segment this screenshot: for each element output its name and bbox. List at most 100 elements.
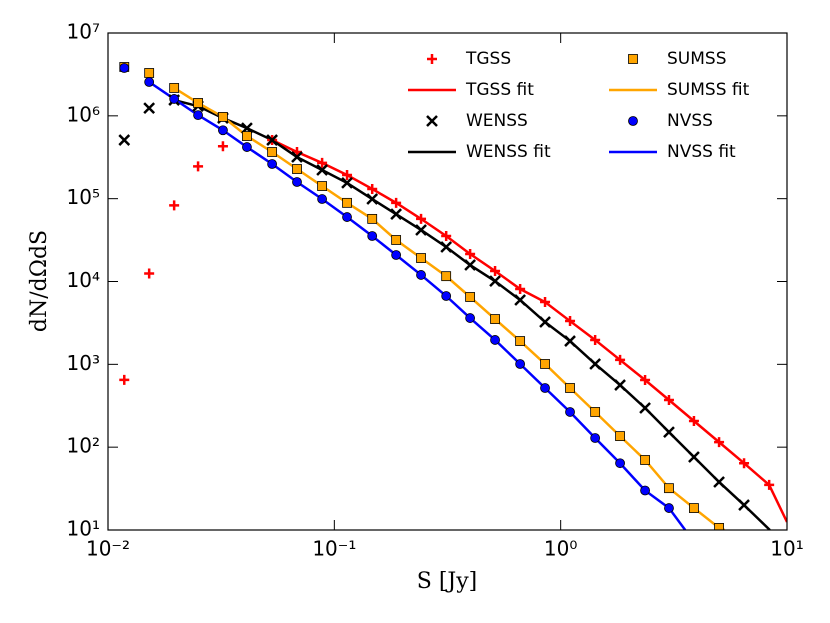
wenss-marker <box>688 451 700 463</box>
tgss-marker <box>317 157 328 168</box>
wenss-marker <box>713 476 725 488</box>
plot-layer <box>118 62 787 530</box>
sumss-marker <box>317 181 328 191</box>
tgss-marker <box>565 316 576 327</box>
nvss-marker <box>317 194 328 204</box>
wenss-marker <box>366 193 379 205</box>
nvss-marker <box>342 212 352 222</box>
y-tick-label: 10¹ <box>67 517 100 541</box>
legend-label: SUMSS <box>667 49 726 69</box>
tgss-marker <box>367 183 378 194</box>
tgss-marker <box>169 200 180 211</box>
y-tick-label: 10² <box>67 434 100 458</box>
tgss-marker <box>739 458 750 469</box>
wenss-marker <box>614 379 626 391</box>
nvss-marker <box>515 359 526 369</box>
sumss-marker <box>416 253 426 263</box>
sumss-marker <box>391 235 402 245</box>
tgss-marker <box>540 297 551 308</box>
wenss-marker <box>589 358 602 370</box>
tgss-marker <box>490 265 501 276</box>
wenss-marker <box>440 241 453 253</box>
tgss-marker <box>217 141 228 152</box>
wenss-marker <box>390 208 403 221</box>
sumss-marker <box>267 147 278 157</box>
tgss-marker <box>688 415 699 426</box>
legend-label: WENSS fit <box>466 142 551 162</box>
x-tick-label: 10⁰ <box>544 537 577 561</box>
sumss-marker <box>292 164 302 174</box>
tgss-marker <box>391 197 402 208</box>
wenss-marker <box>143 102 156 114</box>
x-tick-label: 10⁻² <box>86 537 130 561</box>
nvss-marker <box>218 125 228 136</box>
y-tick-label: 10⁷ <box>67 20 100 44</box>
sumss-marker <box>144 68 155 78</box>
legend-marker <box>427 54 437 64</box>
tgss-marker <box>714 437 725 448</box>
nvss-marker <box>292 177 302 187</box>
tgss-marker <box>515 284 526 295</box>
nvss-marker <box>664 503 674 513</box>
tgss-marker <box>615 354 626 365</box>
tgss-marker <box>640 374 651 385</box>
legend-marker <box>426 115 438 127</box>
legend-label: NVSS fit <box>667 142 736 162</box>
nvss-marker <box>416 270 426 280</box>
sumss-marker <box>565 383 575 393</box>
plot-area <box>108 33 787 530</box>
sumss-marker <box>590 407 601 417</box>
axes-frame <box>107 32 788 531</box>
nvss-marker <box>144 77 155 87</box>
legend-label: WENSS <box>466 111 528 131</box>
y-tick-label: 10³ <box>67 351 100 375</box>
nvss-marker <box>540 383 550 393</box>
tgss-marker <box>119 374 130 385</box>
wenss-marker <box>316 164 328 176</box>
tgss-marker <box>590 334 601 345</box>
nvss-marker <box>391 250 402 260</box>
y-tick-label: 10⁶ <box>67 102 100 126</box>
legend-marker <box>628 54 638 64</box>
tgss-marker <box>764 479 775 490</box>
sumss-marker <box>714 523 724 530</box>
nvss-marker <box>640 485 650 496</box>
wenss-marker <box>341 177 353 189</box>
nvss-marker <box>193 110 203 121</box>
sumss-marker <box>540 359 550 369</box>
nvss-marker <box>590 433 601 443</box>
wenss-marker <box>266 134 278 146</box>
sumss-marker <box>441 271 452 282</box>
nvss-marker <box>490 335 500 345</box>
tgss-marker <box>144 268 155 279</box>
sumss-marker <box>689 503 699 513</box>
sumss-marker <box>664 483 674 494</box>
sumss-marker <box>242 131 252 141</box>
wenss-marker <box>464 259 476 271</box>
sumss-marker <box>490 314 500 324</box>
legend-label: NVSS <box>667 111 713 131</box>
wenss-marker <box>514 294 527 306</box>
wenss-marker <box>639 402 651 414</box>
sumss-marker <box>342 197 352 208</box>
y-tick-label: 10⁵ <box>67 185 100 209</box>
sumss-marker <box>465 292 476 302</box>
wenss-marker <box>738 499 750 511</box>
sumss-marker <box>193 98 203 108</box>
nvss-marker <box>119 63 130 73</box>
wenss-marker <box>118 134 131 146</box>
tgss-marker <box>663 395 674 406</box>
nvss-marker <box>242 142 252 152</box>
wenss-marker <box>539 316 551 328</box>
nvss-marker <box>267 159 278 169</box>
sumss-marker <box>218 112 228 122</box>
nvss-marker <box>169 94 180 104</box>
wenss-marker <box>663 426 675 438</box>
legend-label: SUMSS fit <box>667 80 750 100</box>
fit-line <box>271 138 787 523</box>
wenss-marker <box>415 224 427 236</box>
tgss-marker <box>465 248 476 259</box>
sumss-marker <box>367 213 378 224</box>
wenss-marker <box>291 151 303 163</box>
